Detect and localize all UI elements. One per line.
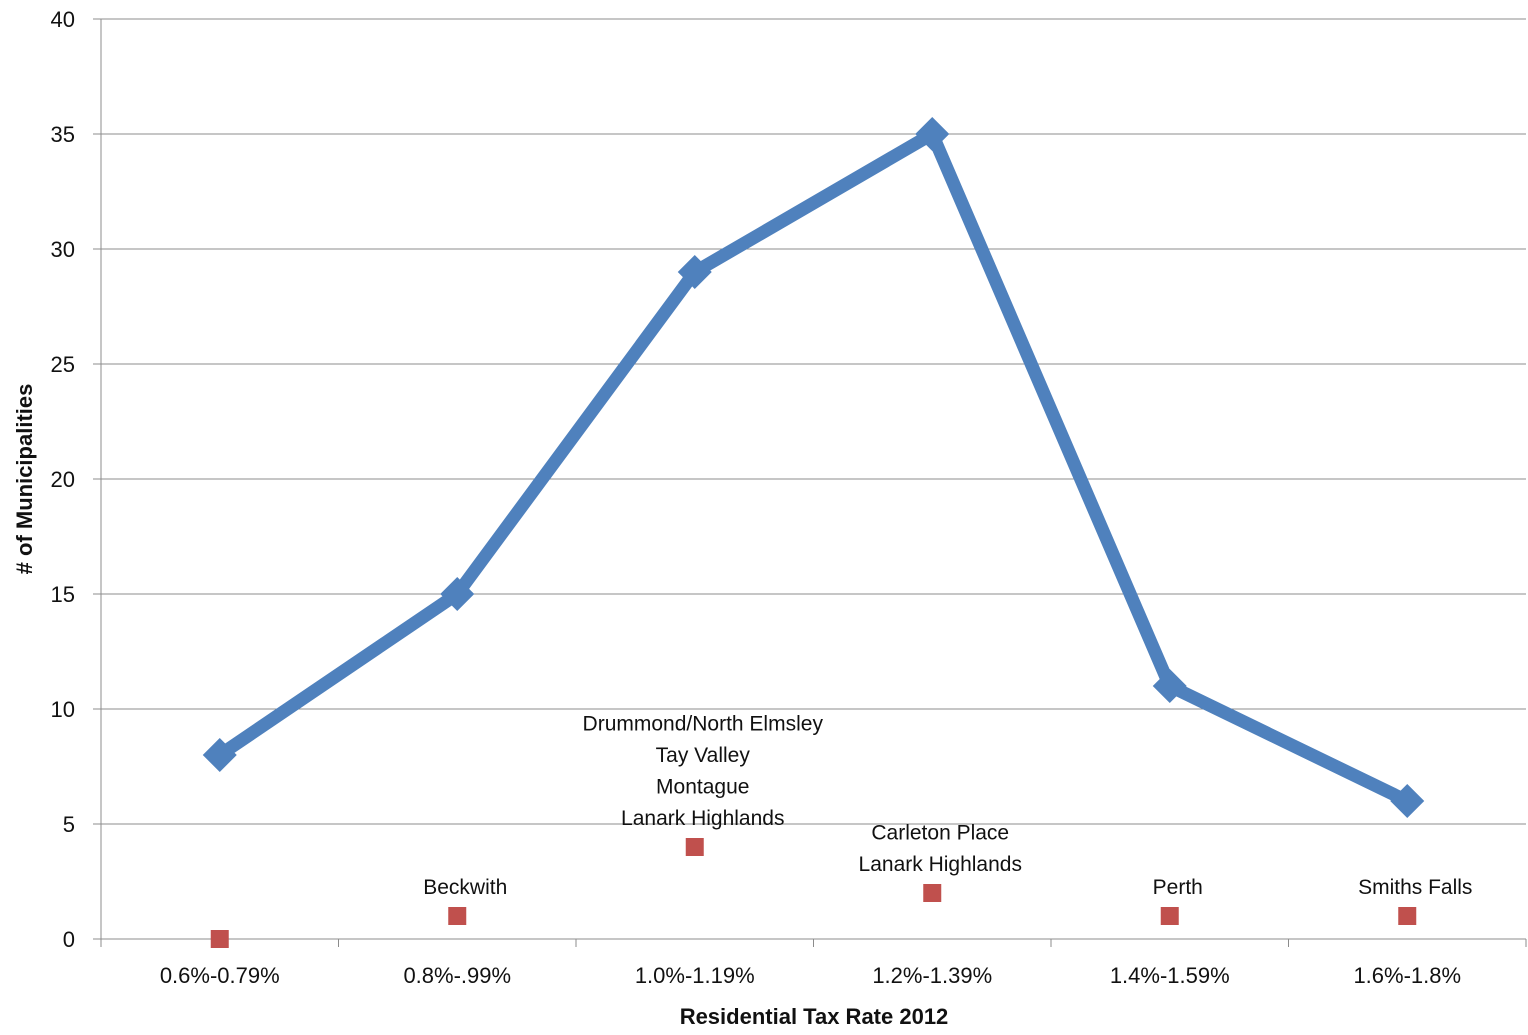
series-0-point-5 <box>1390 784 1425 818</box>
series-layer <box>202 117 1425 948</box>
data-label-2-1: Tay Valley <box>656 744 751 767</box>
y-axis-ticks: 0 5 10 15 20 25 30 35 40 <box>51 7 101 952</box>
y-tick-label-30: 30 <box>51 237 75 262</box>
series-0-point-2 <box>677 255 712 289</box>
data-label-3-1: Lanark Highlands <box>859 853 1022 876</box>
y-tick-label-15: 15 <box>51 582 75 607</box>
series-1-point-5 <box>1398 907 1417 925</box>
series-0-point-3 <box>915 117 950 151</box>
annotations-layer: Beckwith Drummond/North Elmsley Tay Valley… <box>423 713 1472 900</box>
data-label-3-0: Carleton Place <box>871 822 1009 845</box>
y-tick-label-10: 10 <box>51 697 75 722</box>
x-axis-ticks: 0.6%-0.79% 0.8%-.99% 1.0%-1.19% 1.2%-1.39% 1… <box>100 939 1527 988</box>
series-0-line <box>213 127 1414 808</box>
series-1-point-2 <box>685 838 704 856</box>
series-0-point-4 <box>1152 669 1187 703</box>
y-tick-label-35: 35 <box>51 122 75 147</box>
data-label-2-2: Montague <box>656 776 749 799</box>
series-1-point-1 <box>448 907 467 925</box>
x-tick-label-1: 0.8%-.99% <box>403 963 511 988</box>
series-0-point-1 <box>440 577 475 611</box>
data-label-1-0: Beckwith <box>423 876 507 899</box>
series-1-point-4 <box>1160 907 1179 925</box>
data-label-5-0: Smiths Falls <box>1358 876 1472 899</box>
y-tick-label-0: 0 <box>63 927 75 952</box>
series-0-point-0 <box>202 738 237 772</box>
x-tick-label-4: 1.4%-1.59% <box>1110 963 1230 988</box>
x-tick-label-0: 0.6%-0.79% <box>160 963 280 988</box>
y-tick-label-40: 40 <box>51 7 75 32</box>
x-tick-label-3: 1.2%-1.39% <box>872 963 992 988</box>
gridlines <box>101 18 1526 825</box>
y-tick-label-5: 5 <box>63 812 75 837</box>
data-label-4-0: Perth <box>1153 876 1203 899</box>
data-label-2-0: Drummond/North Elmsley <box>583 713 824 736</box>
series-1-point-3 <box>923 884 942 902</box>
y-axis-title: # of Municipalities <box>12 384 37 575</box>
series-1-point-0 <box>210 930 229 948</box>
data-label-2-3: Lanark Highlands <box>621 807 784 830</box>
y-tick-label-20: 20 <box>51 467 75 492</box>
y-tick-label-25: 25 <box>51 352 75 377</box>
x-tick-label-5: 1.6%-1.8% <box>1353 963 1461 988</box>
x-tick-label-2: 1.0%-1.19% <box>635 963 755 988</box>
x-axis-title: Residential Tax Rate 2012 <box>680 1004 949 1029</box>
